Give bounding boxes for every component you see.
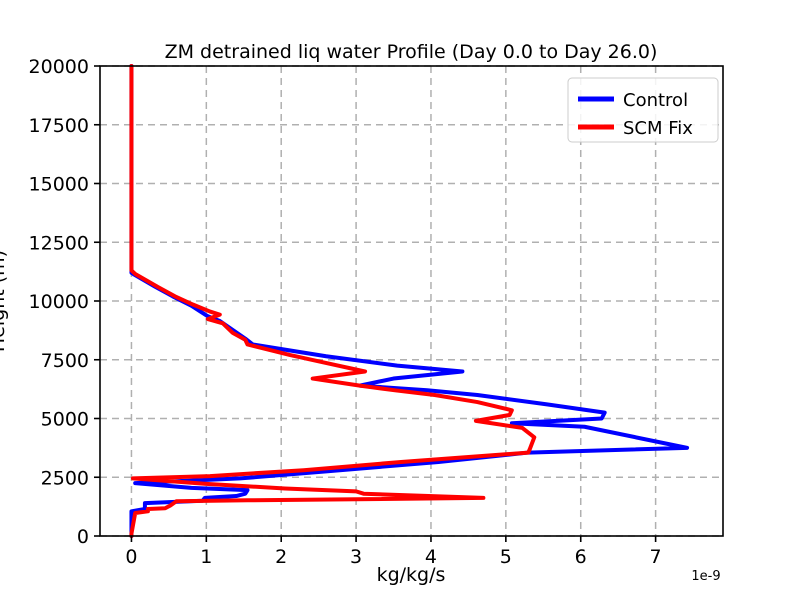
x-axis-offset-text: 1e-9: [691, 569, 720, 584]
x-tick-label: 6: [575, 546, 587, 568]
legend-item-scm-fix[interactable]: SCM Fix: [578, 118, 693, 139]
y-tick-label: 20000: [29, 56, 89, 78]
x-tick-label: 7: [650, 546, 662, 568]
y-tick-label: 0: [77, 526, 89, 548]
legend-label: SCM Fix: [623, 118, 693, 139]
y-tick-label: 15000: [29, 174, 89, 196]
y-tick-label: 7500: [41, 350, 89, 372]
x-tick-label: 5: [500, 546, 512, 568]
x-tick-label: 2: [275, 546, 287, 568]
chart-title: ZM detrained liq water Profile (Day 0.0 …: [165, 41, 658, 63]
data-series-layer: [129, 64, 690, 538]
y-tick-label: 2500: [41, 467, 89, 489]
x-axis-label: kg/kg/s: [377, 564, 446, 586]
y-tick-label: 17500: [29, 115, 89, 137]
axis-ticks: [94, 65, 657, 542]
y-tick-label: 12500: [29, 232, 89, 254]
y-tick-label: 5000: [41, 409, 89, 431]
series-line-scm-fix: [129, 64, 537, 538]
legend-label: Control: [623, 90, 688, 111]
x-tick-label: 1: [200, 546, 212, 568]
x-tick-label: 3: [350, 546, 362, 568]
axis-tick-labels: 0 1 2 3 4 5 6 7 0 2500 5000 7500 10000 12500 15000 1750…: [29, 56, 662, 568]
y-tick-label: 10000: [29, 291, 89, 313]
legend[interactable]: Control SCM Fix: [567, 77, 719, 143]
legend-item-control[interactable]: Control: [578, 90, 688, 111]
y-axis-label: Height (m): [0, 250, 9, 352]
x-tick-label: 4: [425, 546, 437, 568]
x-tick-label: 0: [125, 546, 137, 568]
